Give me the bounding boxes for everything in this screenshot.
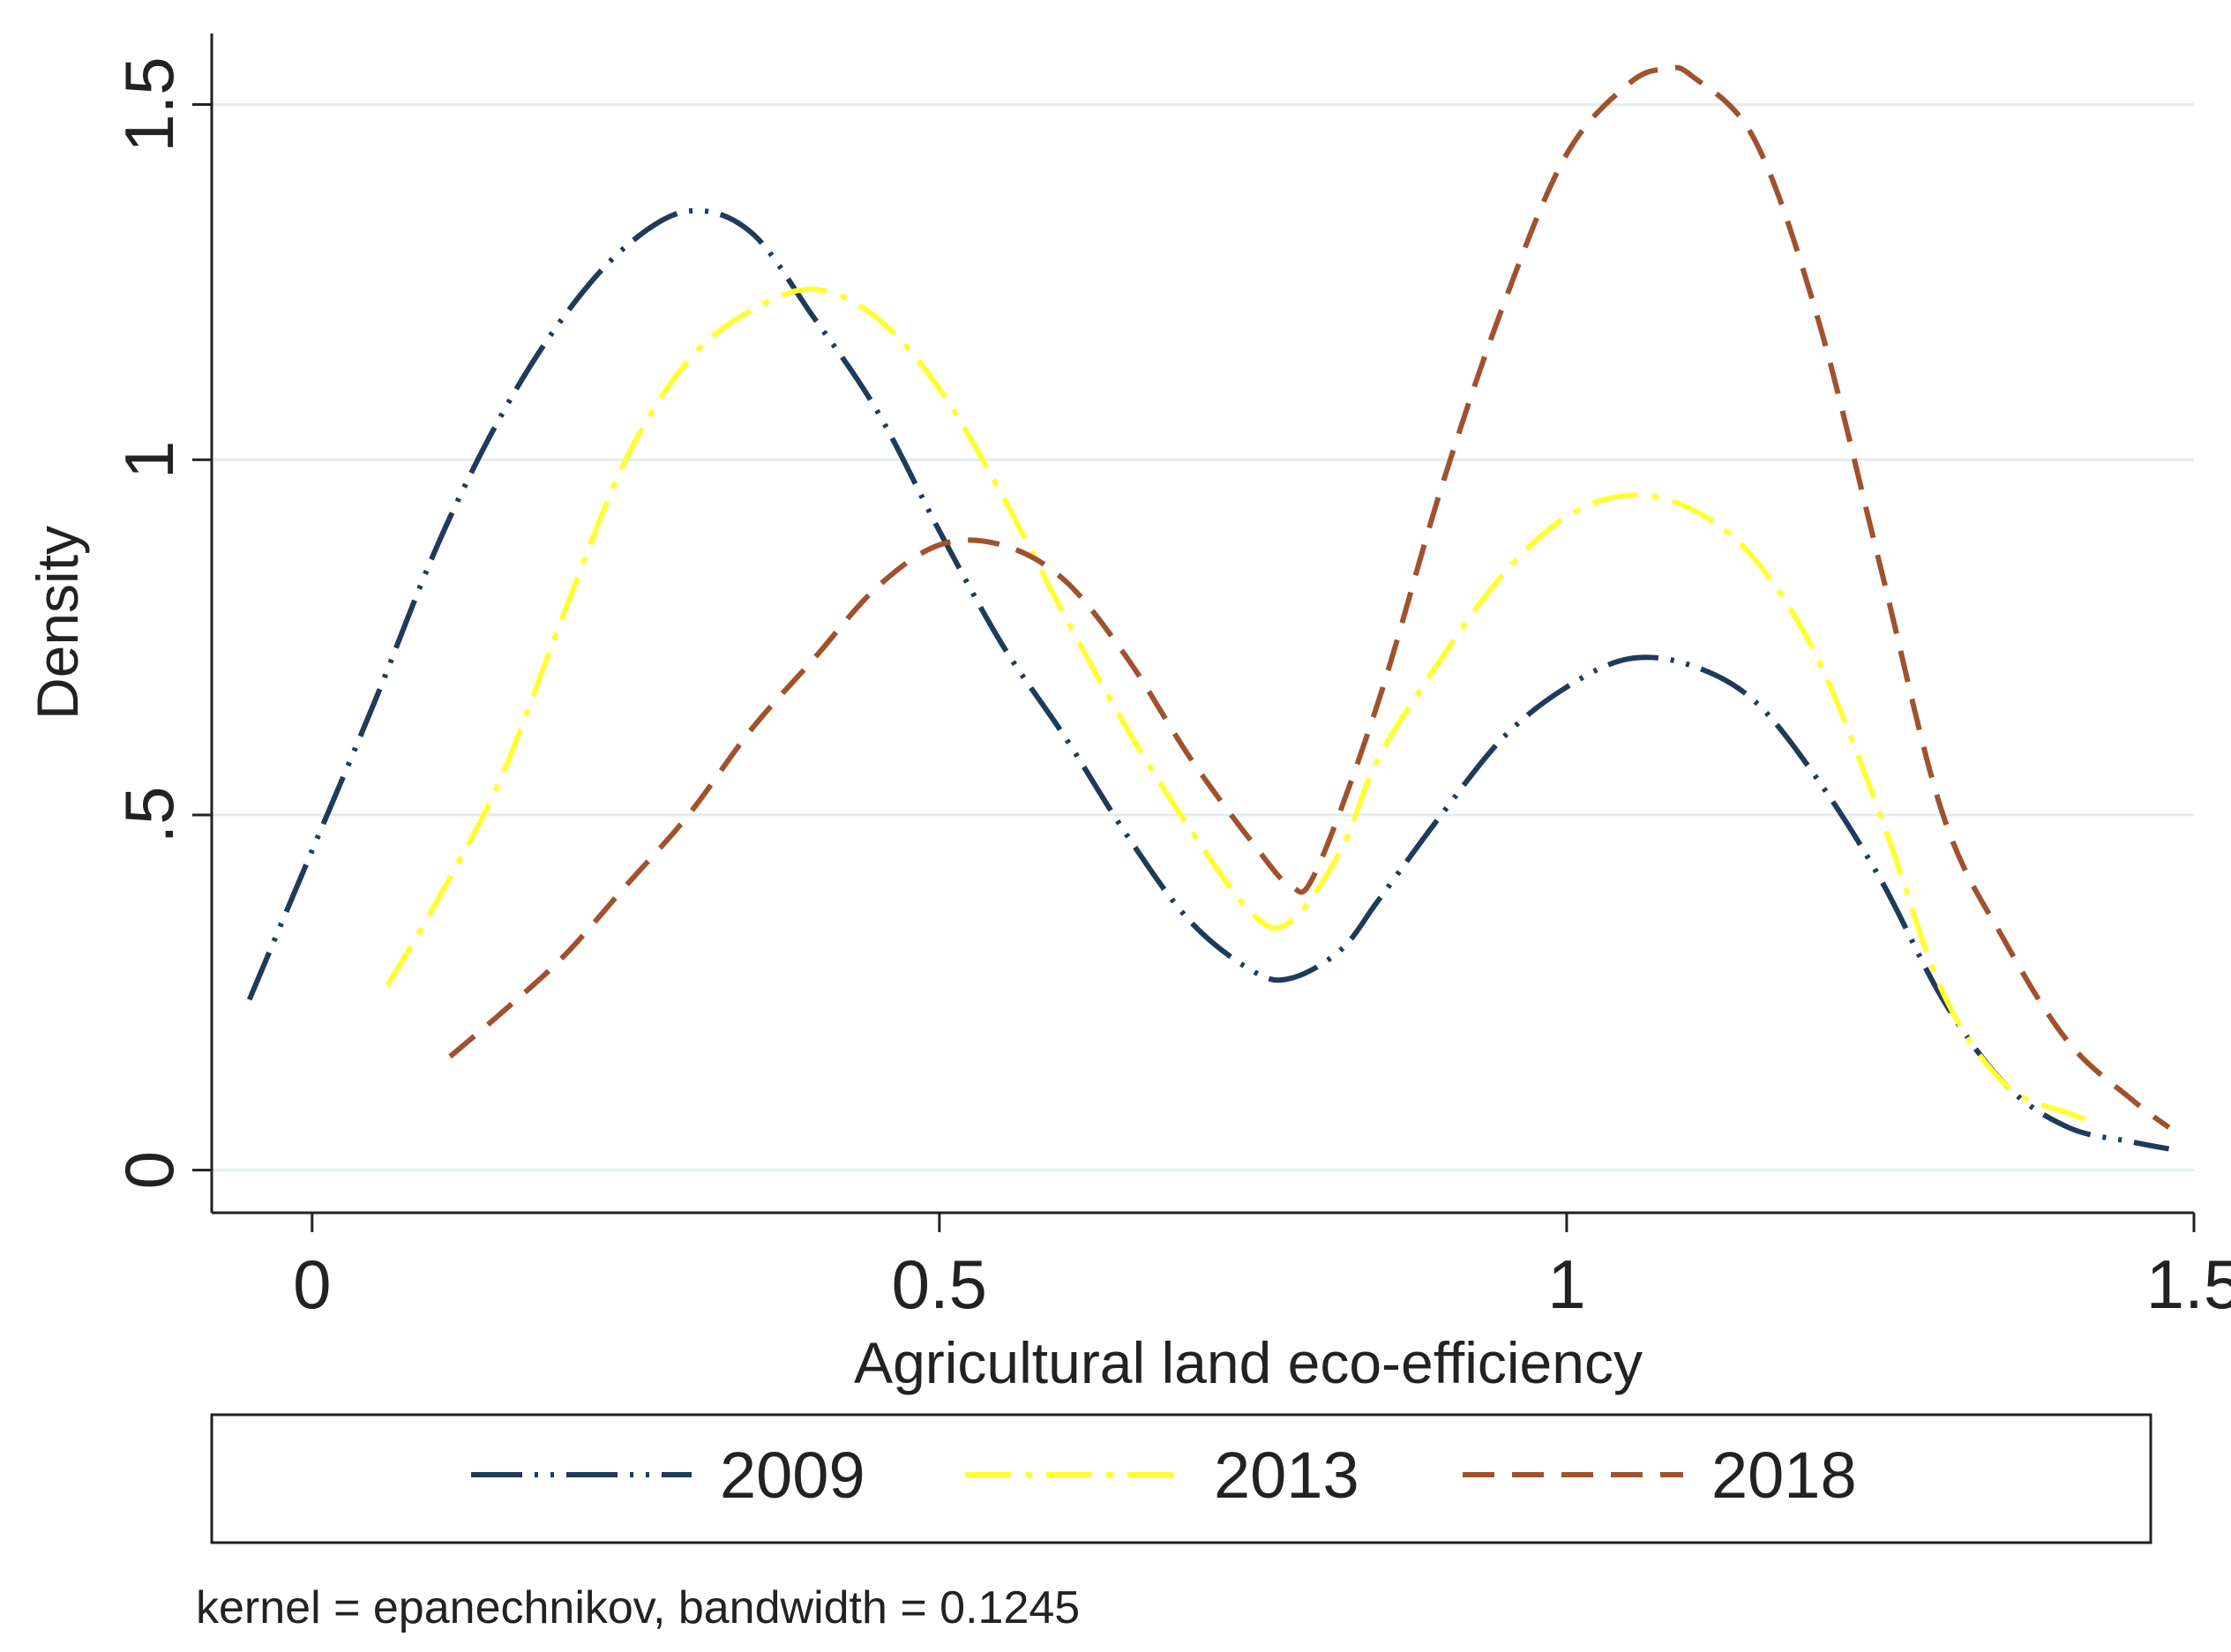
y-tick-label: 0 (110, 1151, 188, 1189)
x-tick-label: 1.5 (2146, 1245, 2231, 1323)
y-axis-label: Density (25, 526, 90, 720)
x-axis-label: Agricultural land eco-efficiency (854, 1330, 1643, 1395)
y-ticks: 0 .5 1 1.5 (110, 56, 212, 1189)
x-tick-label: 0.5 (892, 1245, 987, 1323)
x-tick-label: 1 (1547, 1245, 1585, 1323)
y-tick-label: 1.5 (110, 56, 188, 152)
legend-label-2009: 2009 (720, 1439, 865, 1512)
gridlines (212, 103, 2194, 1172)
series-lines (246, 64, 2171, 1152)
y-tick-label: 1 (110, 441, 188, 479)
x-tick-label: 0 (293, 1245, 331, 1323)
axes (210, 34, 2194, 1215)
legend-label-2013: 2013 (1214, 1439, 1359, 1512)
y-tick-label: .5 (110, 786, 188, 843)
legend-items: 2009 2013 2018 (471, 1439, 1857, 1512)
legend-label-2018: 2018 (1711, 1439, 1857, 1512)
legend-box (210, 1413, 2152, 1544)
series-line-2009 (246, 207, 2170, 1152)
series-line-2018 (448, 64, 2171, 1130)
kernel-note: kernel = epanechnikov, bandwidth = 0.124… (196, 1582, 1080, 1633)
x-ticks: 0 0.5 1 1.5 (293, 1213, 2231, 1323)
series-line-2013 (385, 286, 2094, 1124)
legend: 2009 2013 2018 (210, 1413, 2152, 1544)
